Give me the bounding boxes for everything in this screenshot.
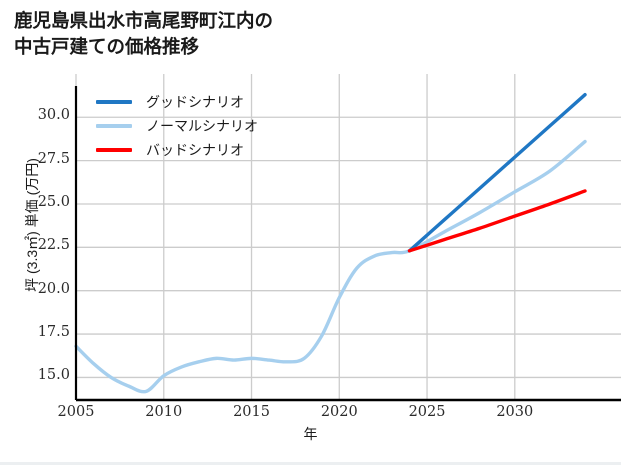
x-tick-label: 2015 [233,404,270,420]
y-axis-label: 坪 (3.3㎡) 単価 (万円) [24,158,40,292]
legend-swatch-icon [96,124,132,128]
legend-item[interactable]: グッドシナリオ [96,90,326,114]
chart-title: 鹿児島県出水市高尾野町江内の 中古戸建ての価格推移 [14,10,274,57]
y-tick-label: 22.5 [37,237,70,254]
y-tick-label: 17.5 [37,324,70,341]
y-tick-label: 20.0 [37,280,70,297]
legend-label: バッドシナリオ [146,143,244,159]
x-tick-label: 2010 [145,404,183,420]
series-line [74,139,587,394]
x-tick-label: 2025 [408,404,446,420]
legend-item[interactable]: ノーマルシナリオ [96,114,326,138]
series-line [407,189,587,253]
x-axis-label: 年 [303,426,318,442]
x-tick-label: 2020 [320,404,358,420]
series-line [407,92,587,253]
y-tick-labels: 15.0 17.5 20.0 22.5 25.0 27.5 30.0 [18,0,70,465]
legend-label: グッドシナリオ [146,95,244,111]
series-paths [74,92,587,394]
chart-legend: グッドシナリオ ノーマルシナリオ バッドシナリオ [96,90,326,162]
legend-item[interactable]: バッドシナリオ [96,138,326,162]
y-tick-label: 25.0 [37,193,70,210]
y-tick-label: 15.0 [37,367,70,384]
x-tick-label: 2030 [496,404,534,420]
legend-swatch-icon [96,148,132,152]
legend-swatch-icon [96,100,132,104]
y-tick-label: 27.5 [37,150,70,167]
x-tick-label: 2005 [57,404,95,420]
y-tick-label: 30.0 [37,107,70,124]
legend-label: ノーマルシナリオ [146,119,258,135]
